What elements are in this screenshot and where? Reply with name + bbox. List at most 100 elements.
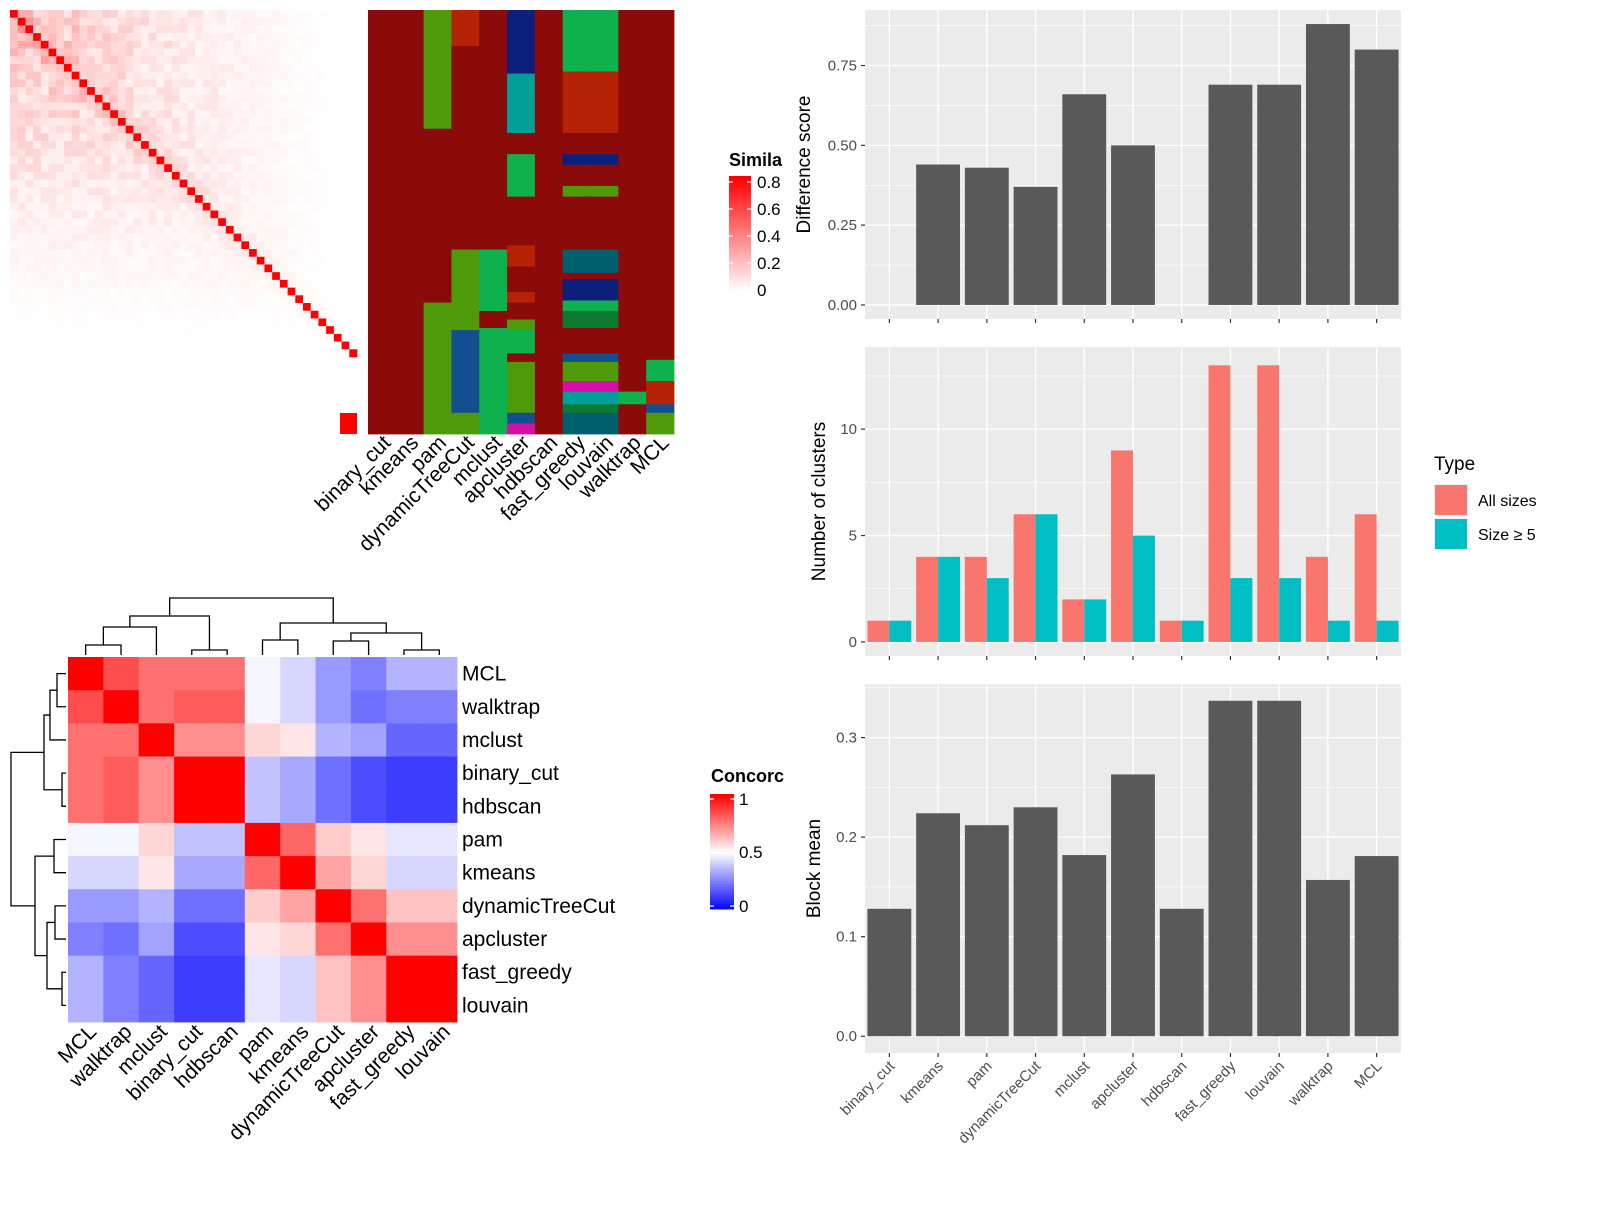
similarity-cell	[71, 10, 80, 19]
similarity-cell	[256, 218, 265, 227]
concordance-cell	[138, 822, 175, 857]
similarity-cell	[179, 218, 188, 227]
similarity-cell	[202, 225, 211, 234]
similarity-cell	[341, 33, 350, 42]
similarity-cell	[295, 318, 304, 327]
similarity-cell	[164, 241, 173, 250]
similarity-cell	[195, 187, 204, 196]
similarity-cell	[164, 40, 173, 49]
similarity-cell	[141, 164, 150, 173]
similarity-cell	[210, 79, 219, 88]
similarity-cell	[25, 303, 34, 312]
similarity-cell	[117, 318, 126, 327]
similarity-cell	[349, 272, 358, 281]
similarity-cell	[210, 195, 219, 204]
similarity-cell	[318, 71, 327, 80]
similarity-cell	[125, 333, 134, 342]
similarity-cell	[233, 303, 242, 312]
similarity-cell	[195, 241, 204, 250]
similarity-cell	[171, 249, 180, 258]
similarity-cell	[63, 264, 72, 273]
similarity-cell	[17, 249, 26, 258]
similarity-cell	[349, 179, 358, 188]
similarity-legend-swatch	[729, 272, 751, 277]
similarity-cell	[303, 210, 312, 219]
similarity-cell	[125, 117, 134, 126]
concordance-cell	[103, 856, 140, 890]
similarity-cell	[17, 264, 26, 273]
similarity-cell	[225, 148, 234, 157]
similarity-cell	[218, 256, 227, 265]
similarity-cell	[333, 318, 342, 327]
similarity-cell	[326, 33, 335, 42]
similarity-cell	[56, 141, 65, 150]
left-dendrogram-branch	[10, 751, 44, 907]
similarity-cell	[264, 187, 273, 196]
similarity-cell	[233, 187, 242, 196]
similarity-cell	[63, 333, 72, 342]
similarity-cell	[117, 310, 126, 319]
similarity-cell	[256, 110, 265, 119]
similarity-cell	[341, 133, 350, 142]
similarity-cell	[164, 48, 173, 57]
similarity-cell	[303, 187, 312, 196]
similarity-cell	[141, 63, 150, 72]
similarity-cell	[318, 349, 327, 358]
similarity-cell	[272, 125, 281, 134]
similarity-cell	[179, 256, 188, 265]
concordance-cell	[421, 756, 458, 791]
similarity-cell	[87, 117, 96, 126]
y-axis-title: Number of clusters	[809, 422, 830, 581]
similarity-cell	[295, 17, 304, 26]
similarity-cell	[349, 310, 358, 319]
similarity-cell	[272, 141, 281, 150]
similarity-cell	[141, 279, 150, 288]
similarity-cell	[171, 210, 180, 219]
concordance-legend-swatch	[710, 826, 734, 830]
similarity-cell	[48, 233, 57, 242]
similarity-cell	[117, 63, 126, 72]
similarity-cell	[48, 164, 57, 173]
similarity-cell	[303, 241, 312, 250]
similarity-cell	[225, 256, 234, 265]
similarity-cell	[10, 110, 19, 119]
similarity-legend-swatch	[729, 235, 751, 240]
assignment-segment	[562, 71, 591, 134]
similarity-cell	[210, 210, 219, 219]
similarity-cell	[349, 148, 358, 157]
similarity-legend-label: 0.2	[757, 254, 781, 273]
similarity-legend-swatch	[729, 181, 751, 186]
similarity-cell	[17, 202, 26, 211]
similarity-cell	[102, 279, 111, 288]
similarity-cell	[295, 133, 304, 142]
concordance-legend-label: 0.5	[739, 843, 763, 862]
similarity-cell	[87, 256, 96, 265]
similarity-cell	[264, 233, 273, 242]
similarity-cell	[56, 148, 65, 157]
similarity-cell	[187, 241, 196, 250]
assignment-segment	[590, 10, 619, 72]
similarity-cell	[218, 195, 227, 204]
similarity-cell	[225, 17, 234, 26]
similarity-cell	[71, 295, 80, 304]
assignment-segment	[646, 10, 675, 361]
similarity-cell	[272, 249, 281, 258]
similarity-cell	[110, 333, 119, 342]
similarity-cell	[241, 87, 250, 96]
similarity-cell	[202, 125, 211, 134]
concordance-legend-swatch	[710, 824, 734, 827]
similarity-cell	[233, 233, 242, 242]
similarity-cell	[210, 133, 219, 142]
similarity-cell	[56, 326, 65, 335]
similarity-cell	[33, 171, 42, 180]
concordance-cell	[103, 955, 140, 990]
similarity-cell	[295, 25, 304, 34]
similarity-cell	[264, 102, 273, 111]
assignment-segment	[562, 412, 591, 435]
similarity-cell	[295, 156, 304, 165]
similarity-cell	[249, 71, 258, 80]
similarity-cell	[202, 233, 211, 242]
similarity-cell	[56, 133, 65, 142]
similarity-cell	[318, 225, 327, 234]
similarity-cell	[164, 195, 173, 204]
